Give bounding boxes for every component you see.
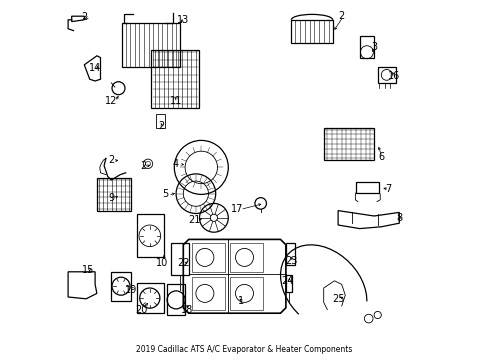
Text: 21: 21 xyxy=(187,215,200,225)
Bar xyxy=(323,128,373,160)
Bar xyxy=(285,243,294,265)
Bar xyxy=(230,277,262,310)
Text: 15: 15 xyxy=(81,265,94,275)
Bar xyxy=(192,243,224,272)
Bar xyxy=(285,275,292,292)
Text: 18: 18 xyxy=(181,305,193,315)
Text: 11: 11 xyxy=(170,96,182,106)
Text: 9: 9 xyxy=(108,193,114,203)
Text: 22: 22 xyxy=(177,258,189,268)
Text: 2: 2 xyxy=(108,155,114,165)
Text: 25: 25 xyxy=(331,294,344,304)
Bar xyxy=(167,284,185,315)
Text: 20: 20 xyxy=(136,305,148,315)
Text: 12: 12 xyxy=(105,96,117,106)
Text: 2: 2 xyxy=(81,12,87,22)
Text: 2: 2 xyxy=(338,11,344,21)
Bar xyxy=(111,272,131,301)
Bar xyxy=(97,178,131,211)
Text: 13: 13 xyxy=(177,15,189,25)
Bar xyxy=(359,36,373,58)
Text: 7: 7 xyxy=(385,184,391,194)
Bar xyxy=(192,277,224,310)
Text: 17: 17 xyxy=(231,204,243,214)
Text: 23: 23 xyxy=(285,256,297,266)
Bar xyxy=(122,23,179,67)
Text: 2: 2 xyxy=(140,161,146,171)
Text: 19: 19 xyxy=(125,285,137,295)
Text: 5: 5 xyxy=(162,189,168,199)
Text: 14: 14 xyxy=(89,63,101,73)
Text: 4: 4 xyxy=(173,159,179,169)
Text: 8: 8 xyxy=(395,213,402,223)
Bar xyxy=(230,243,262,272)
Text: 6: 6 xyxy=(377,152,384,162)
Bar xyxy=(355,182,379,193)
Text: 24: 24 xyxy=(281,276,293,286)
Text: 3: 3 xyxy=(370,42,376,52)
Bar xyxy=(136,283,163,313)
Text: 2: 2 xyxy=(158,121,164,131)
Text: 1: 1 xyxy=(237,296,244,306)
Text: 10: 10 xyxy=(155,258,167,268)
Bar xyxy=(151,50,199,108)
Text: 2019 Cadillac ATS A/C Evaporator & Heater Components: 2019 Cadillac ATS A/C Evaporator & Heate… xyxy=(136,345,352,354)
Bar xyxy=(136,214,163,257)
Text: 16: 16 xyxy=(387,71,399,81)
Bar xyxy=(156,114,165,128)
Bar xyxy=(377,67,395,83)
Bar xyxy=(170,243,188,275)
Bar xyxy=(291,20,332,43)
